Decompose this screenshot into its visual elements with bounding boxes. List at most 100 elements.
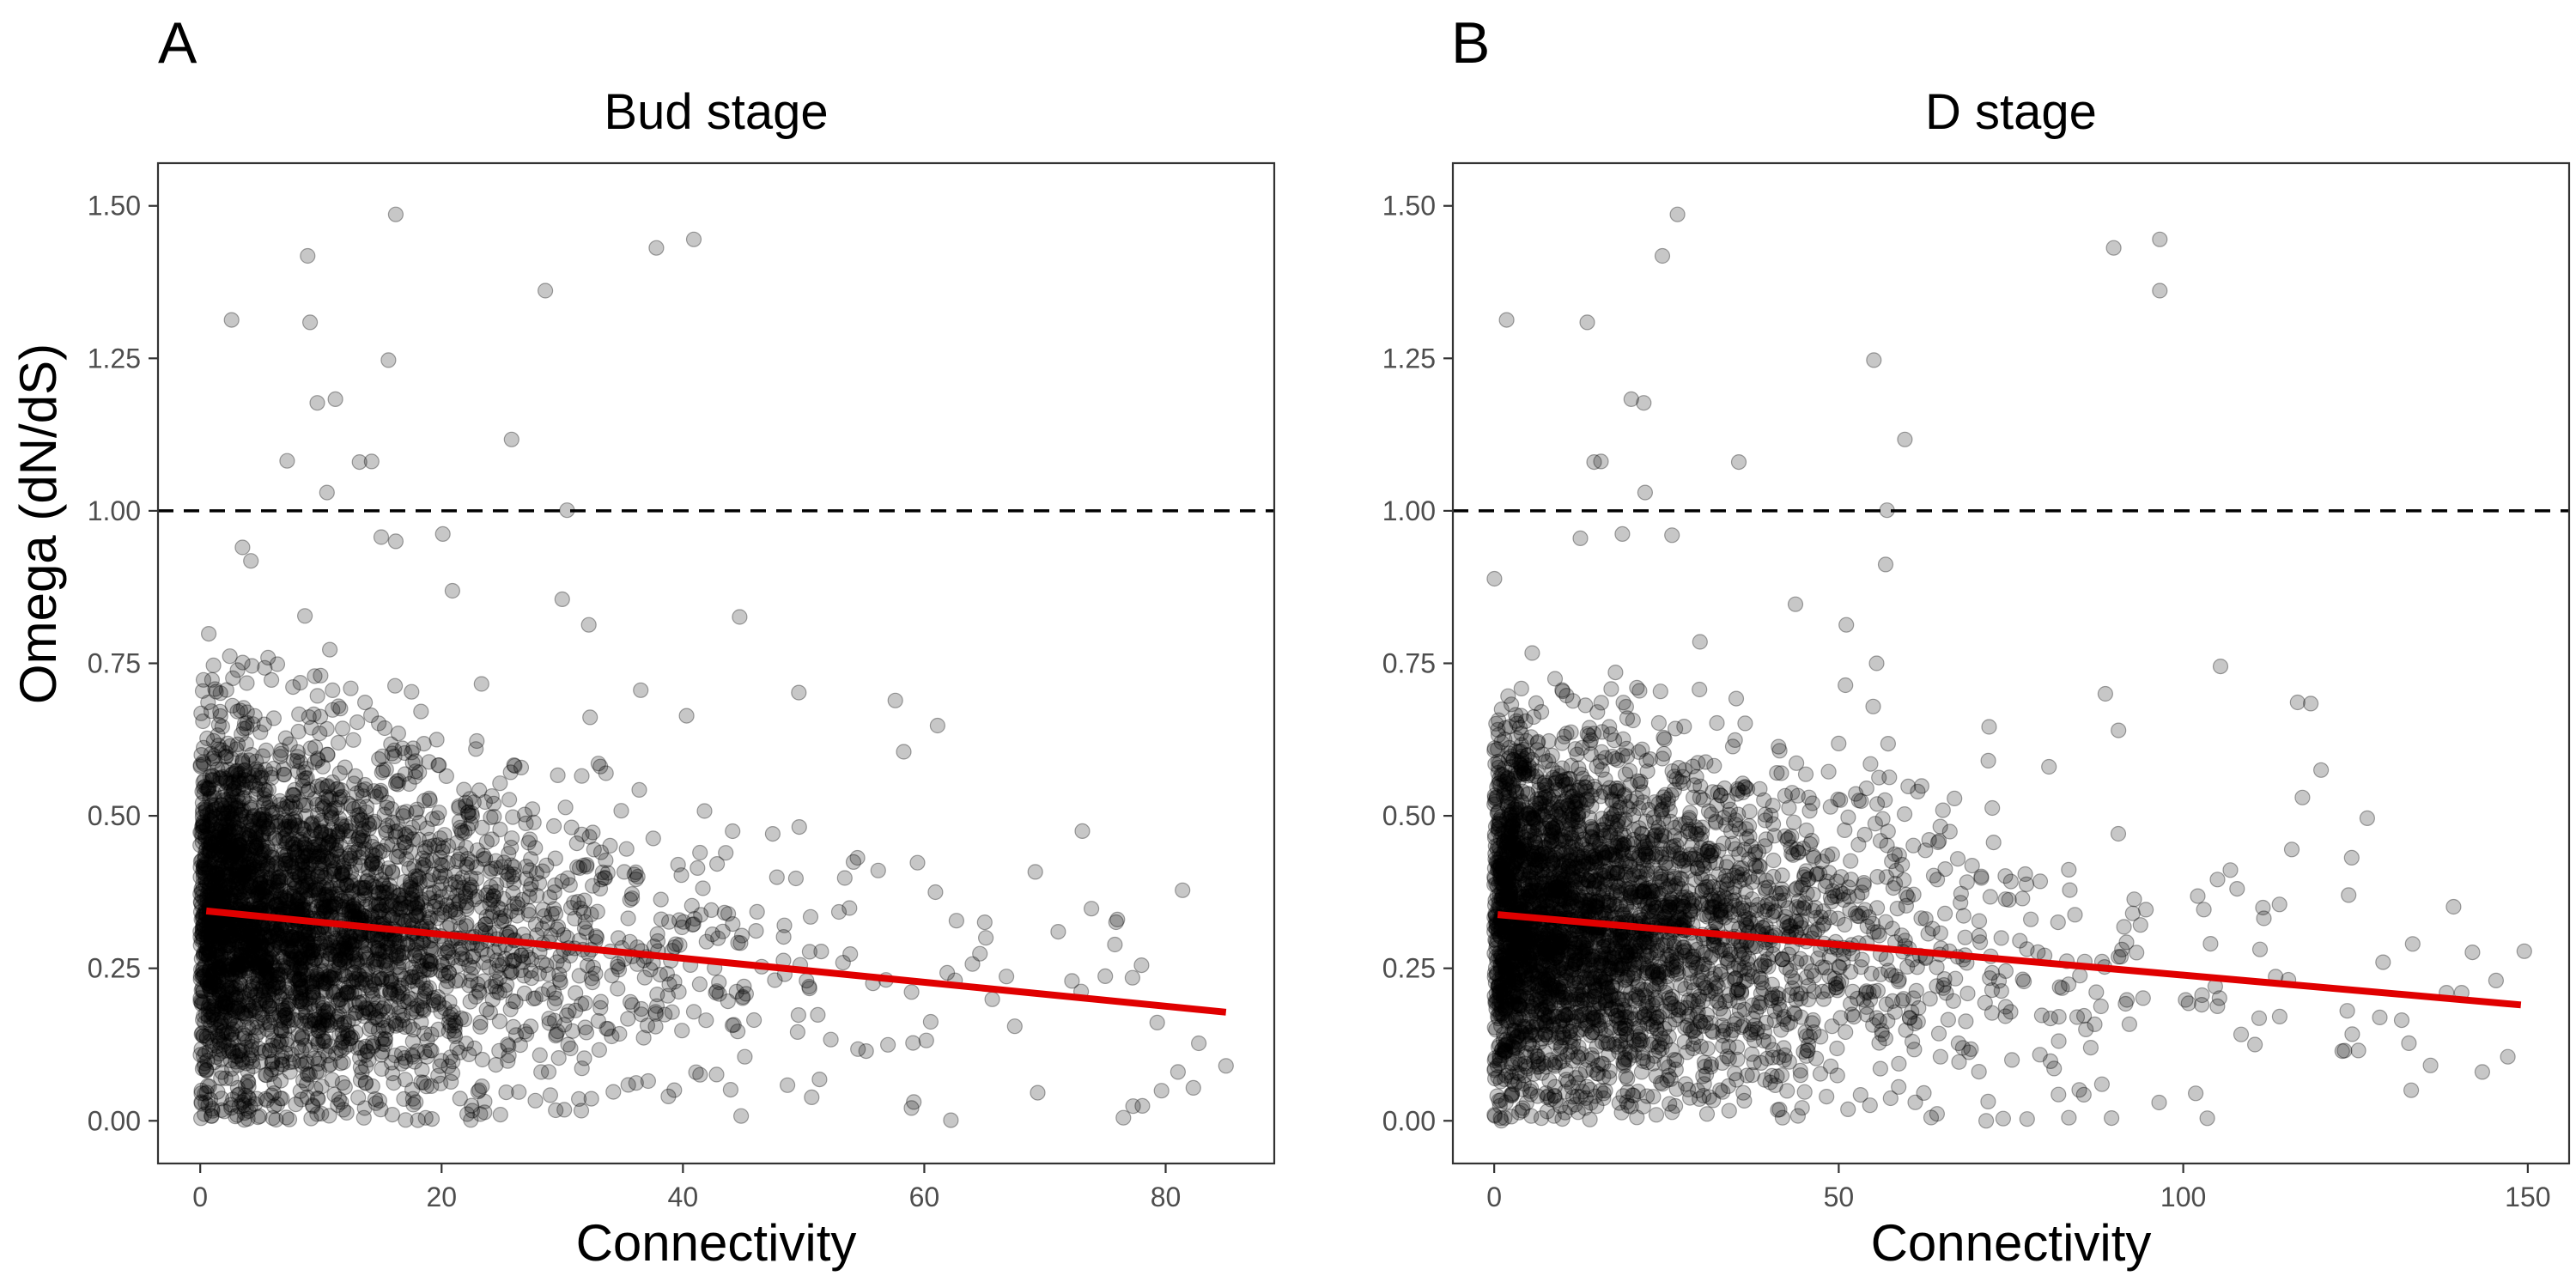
scatter-point (484, 992, 501, 1008)
scatter-point (498, 1084, 514, 1101)
scatter-point (265, 760, 282, 777)
scatter-point (223, 934, 240, 951)
scatter-point (532, 1047, 548, 1064)
scatter-point (289, 890, 306, 907)
scatter-point (334, 818, 350, 835)
y-tick-label: 0.50 (88, 800, 141, 831)
scatter-point (648, 998, 665, 1014)
scatter-point (247, 842, 264, 859)
scatter-point (1872, 1060, 1888, 1077)
scatter-point (277, 730, 294, 746)
scatter-point (218, 775, 234, 791)
scatter-point (309, 1090, 325, 1107)
y-tick-label: 1.25 (88, 343, 141, 374)
scatter-point (410, 831, 427, 848)
scatter-point (204, 884, 221, 901)
scatter-point (245, 851, 261, 868)
scatter-point (249, 1013, 265, 1030)
scatter-point (322, 789, 338, 805)
scatter-point (216, 892, 232, 909)
scatter-point (440, 1014, 458, 1030)
scatter-point (674, 1023, 690, 1039)
scatter-point (204, 816, 221, 832)
scatter-point (345, 732, 361, 748)
scatter-point (550, 1023, 566, 1040)
scatter-point (192, 929, 209, 945)
scatter-point (585, 824, 601, 841)
scatter-point (319, 1018, 335, 1034)
scatter-point (879, 1036, 896, 1053)
scatter-point (554, 873, 570, 890)
scatter-point (430, 757, 447, 774)
scatter-point (690, 860, 706, 877)
scatter-point (343, 680, 359, 696)
scatter-point (333, 782, 349, 799)
scatter-point (373, 529, 390, 545)
scatter-point (605, 1084, 622, 1100)
scatter-point (285, 1054, 301, 1070)
scatter-point (374, 876, 391, 892)
scatter-point (288, 1096, 304, 1113)
scatter-point (964, 956, 981, 972)
scatter-point (423, 1110, 440, 1127)
scatter-point (388, 947, 404, 963)
scatter-points (192, 206, 1234, 1128)
scatter-point (459, 805, 476, 821)
scatter-point (550, 767, 566, 784)
scatter-point (492, 1106, 508, 1123)
scatter-point (264, 671, 280, 689)
scatter-point (231, 997, 248, 1013)
scatter-point (477, 916, 494, 933)
scatter-point (1006, 1018, 1023, 1035)
scatter-point (411, 814, 428, 831)
scatter-point (306, 1050, 323, 1066)
scatter-point (1050, 923, 1066, 940)
scatter-point (369, 855, 386, 872)
scatter-point (482, 863, 499, 880)
scatter-point (219, 839, 235, 856)
scatter-point (202, 879, 218, 896)
scatter-point (545, 817, 562, 835)
scatter-point (375, 878, 392, 894)
scatter-point (685, 231, 702, 247)
scatter-point (584, 878, 601, 894)
scatter-point (384, 1106, 400, 1123)
scatter-point (2138, 902, 2154, 918)
scatter-point (587, 965, 604, 982)
scatter-point (534, 863, 550, 879)
scatter-point (583, 906, 599, 923)
scatter-point (197, 828, 214, 844)
x-tick-label: 20 (426, 1182, 457, 1212)
scatter-point (223, 312, 240, 328)
scatter-point (333, 1094, 349, 1110)
scatter-point (695, 880, 711, 896)
scatter-point (575, 857, 592, 874)
scatter-point (228, 1018, 244, 1035)
scatter-point (329, 799, 346, 816)
scatter-point (236, 1112, 252, 1128)
scatter-point (748, 922, 764, 939)
scatter-point (976, 914, 993, 931)
scatter-point (288, 810, 304, 827)
scatter-point (354, 821, 370, 837)
scatter-point (574, 768, 590, 784)
scatter-point (229, 1107, 246, 1123)
scatter-point (578, 924, 595, 940)
scatter-point (1115, 1109, 1132, 1126)
scatter-point (268, 896, 284, 913)
scatter-point (405, 1097, 422, 1113)
scatter-point (234, 790, 251, 807)
scatter-point (387, 677, 404, 694)
scatter-point (948, 913, 965, 929)
scatter-point (454, 870, 471, 886)
scatter-point (315, 999, 331, 1016)
scatter-point (350, 1090, 367, 1106)
scatter-point (533, 954, 550, 970)
scatter-point (226, 842, 242, 859)
scatter-point (363, 453, 380, 470)
chart-title: D stage (1925, 84, 2097, 140)
scatter-point (708, 855, 726, 872)
scatter-point (1124, 969, 1141, 986)
scatter-point (254, 748, 271, 764)
scatter-point (2121, 1016, 2137, 1032)
